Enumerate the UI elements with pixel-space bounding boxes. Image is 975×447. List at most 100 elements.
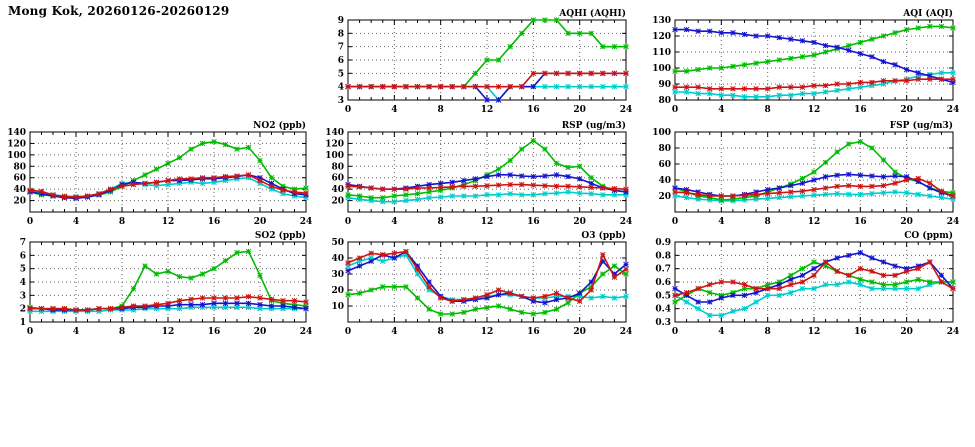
svg-text:24: 24 (620, 327, 632, 337)
svg-text:12: 12 (808, 217, 821, 227)
svg-text:12: 12 (481, 217, 494, 227)
chart-title-no2: NO2 (ppb) (253, 120, 306, 131)
svg-text:0: 0 (345, 105, 351, 115)
series-red (672, 259, 956, 299)
svg-text:40: 40 (331, 185, 344, 195)
svg-text:16: 16 (854, 327, 867, 337)
svg-text:8: 8 (765, 327, 771, 337)
chart-so2: 1 2 3 4 5 6 7 0 4 8 12 16 20 24 SO2 (ppb) (0, 228, 312, 338)
svg-text:4: 4 (338, 83, 344, 93)
series-green (345, 137, 629, 201)
svg-text:80: 80 (331, 162, 344, 172)
svg-text:20: 20 (900, 217, 913, 227)
svg-text:20: 20 (254, 217, 267, 227)
svg-text:0: 0 (27, 217, 33, 227)
series-red (27, 172, 309, 200)
svg-text:0.5: 0.5 (655, 291, 671, 301)
svg-text:20: 20 (573, 327, 586, 337)
svg-text:140: 140 (7, 128, 26, 138)
svg-text:12: 12 (162, 217, 175, 227)
svg-text:90: 90 (658, 80, 671, 90)
svg-text:5: 5 (338, 69, 344, 79)
svg-text:9: 9 (338, 16, 344, 26)
svg-text:16: 16 (527, 105, 540, 115)
svg-text:100: 100 (7, 151, 26, 161)
series-red (345, 248, 629, 304)
svg-text:16: 16 (854, 105, 867, 115)
plot-frame (29, 131, 307, 213)
svg-text:12: 12 (481, 327, 494, 337)
svg-text:12: 12 (481, 105, 494, 115)
svg-text:24: 24 (620, 105, 632, 115)
series-red (345, 70, 629, 90)
svg-text:3: 3 (20, 291, 26, 301)
chart-canvas-o3: 10 20 30 40 50 0 4 8 12 16 20 24 O3 (ppb) (331, 230, 632, 337)
svg-text:24: 24 (300, 327, 312, 337)
svg-text:8: 8 (438, 217, 444, 227)
svg-text:1: 1 (20, 318, 26, 328)
svg-text:8: 8 (765, 105, 771, 115)
svg-text:100: 100 (652, 64, 671, 74)
svg-text:5: 5 (20, 265, 26, 275)
chart-canvas-co: 0.3 0.4 0.5 0.6 0.7 0.8 0.9 0 4 8 12 16 20 24 CO (ppm) (655, 230, 959, 337)
chart-co: 0.3 0.4 0.5 0.6 0.7 0.8 0.9 0 4 8 12 16 20 24 CO (ppm) (645, 228, 959, 338)
svg-text:4: 4 (391, 327, 397, 337)
svg-text:60: 60 (13, 174, 26, 184)
svg-text:24: 24 (947, 105, 959, 115)
svg-text:12: 12 (808, 327, 821, 337)
svg-text:16: 16 (527, 327, 540, 337)
svg-text:0: 0 (672, 327, 678, 337)
svg-text:80: 80 (13, 162, 26, 172)
svg-text:24: 24 (947, 327, 959, 337)
series-green (672, 23, 956, 74)
svg-text:60: 60 (331, 174, 344, 184)
svg-text:16: 16 (527, 217, 540, 227)
svg-text:0: 0 (345, 327, 351, 337)
svg-text:60: 60 (658, 160, 671, 170)
svg-text:0: 0 (27, 327, 33, 337)
svg-text:8: 8 (338, 29, 344, 39)
chart-title-aqhi: AQHI (AQHI) (558, 8, 626, 19)
svg-text:20: 20 (573, 105, 586, 115)
plot-frame (674, 131, 954, 213)
svg-text:3: 3 (338, 96, 344, 106)
svg-text:0: 0 (345, 217, 351, 227)
svg-text:20: 20 (331, 197, 344, 207)
svg-text:4: 4 (391, 217, 397, 227)
chart-aqhi: 3 4 5 6 7 8 9 0 4 8 12 16 20 24 AQHI (AQHI) (318, 6, 632, 116)
chart-canvas-aqhi: 3 4 5 6 7 8 9 0 4 8 12 16 20 24 AQHI (AQHI) (338, 8, 632, 115)
svg-text:7: 7 (338, 43, 344, 53)
axis-labels: 20 40 60 80 100 0 4 8 12 16 20 24 (652, 128, 959, 227)
svg-text:8: 8 (765, 217, 771, 227)
chart-o3: 10 20 30 40 50 0 4 8 12 16 20 24 O3 (ppb) (318, 228, 632, 338)
svg-text:8: 8 (438, 105, 444, 115)
series-cyan (345, 189, 629, 205)
svg-text:4: 4 (718, 327, 724, 337)
svg-text:4: 4 (20, 278, 26, 288)
svg-text:16: 16 (208, 327, 221, 337)
series-red (672, 175, 956, 199)
svg-text:100: 100 (325, 151, 344, 161)
svg-text:120: 120 (7, 139, 26, 149)
svg-text:40: 40 (658, 176, 671, 186)
svg-text:20: 20 (254, 327, 267, 337)
chart-title-fsp: FSP (ug/m3) (890, 120, 953, 131)
svg-text:8: 8 (438, 327, 444, 337)
plot-frame (674, 19, 954, 101)
svg-text:100: 100 (652, 128, 671, 138)
chart-no2: 20 40 60 80 100 120 140 0 4 8 12 16 20 24 NO2 (ppb) (0, 118, 312, 228)
svg-text:20: 20 (573, 217, 586, 227)
axis-labels: 10 20 30 40 50 0 4 8 12 16 20 24 (331, 238, 632, 337)
svg-text:6: 6 (338, 56, 344, 66)
chart-fsp: 20 40 60 80 100 0 4 8 12 16 20 24 FSP (ug/m3) (645, 118, 959, 228)
plot-frame (347, 241, 627, 323)
svg-text:20: 20 (331, 286, 344, 296)
svg-text:24: 24 (620, 217, 632, 227)
svg-text:4: 4 (718, 105, 724, 115)
series-red (345, 181, 629, 192)
